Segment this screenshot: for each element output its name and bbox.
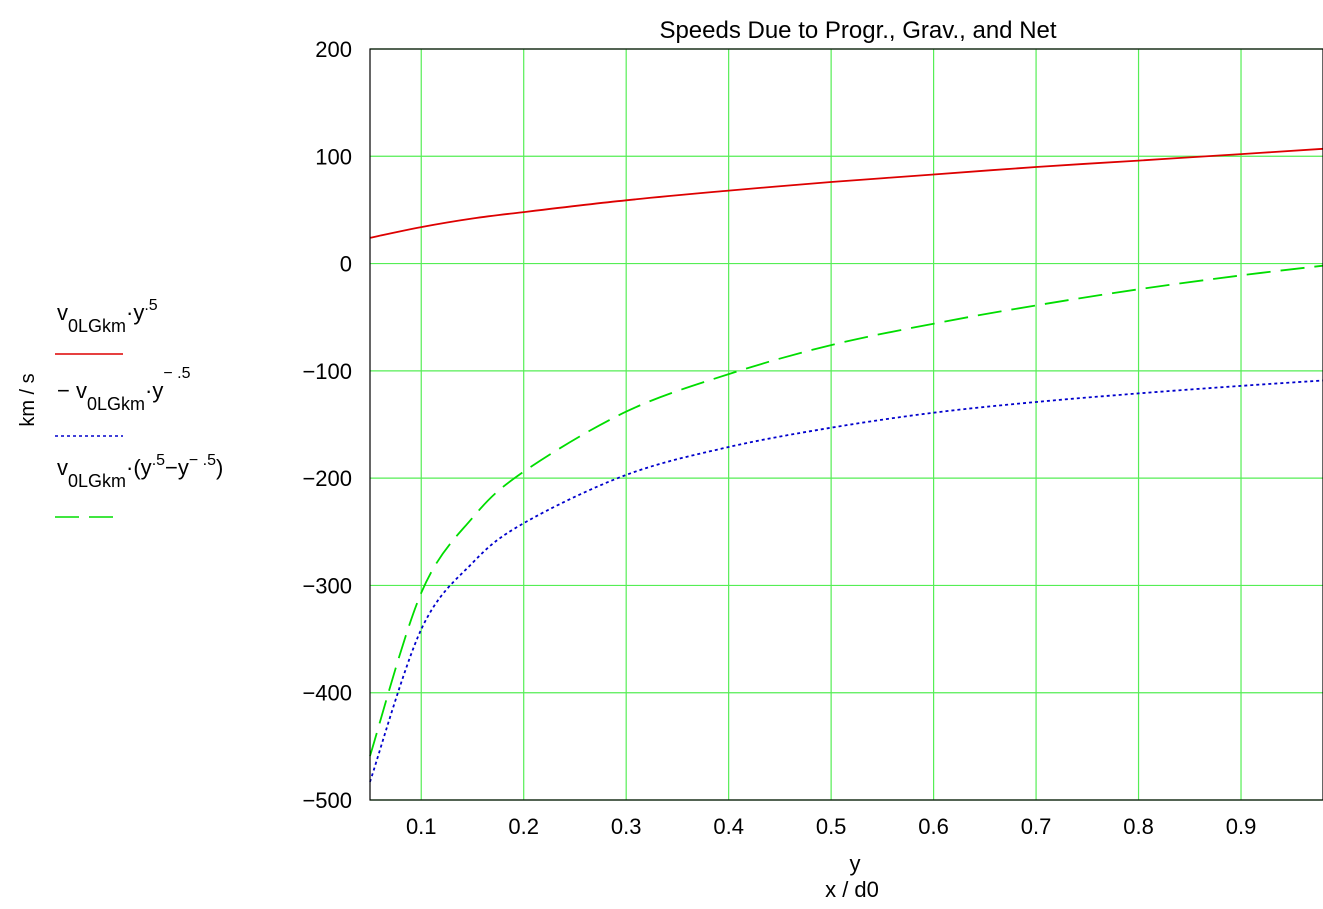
y-tick-labels: 200 100 0 −100 −200 −300 −400 −500 xyxy=(302,37,352,813)
plot-frame xyxy=(369,48,1323,801)
y-axis-label: km / s xyxy=(17,373,39,426)
x-tick-label: 0.5 xyxy=(816,814,847,839)
legend-label-net: v0LGkm·(y.5−y− .5) xyxy=(57,452,223,491)
legend-entry-net: v0LGkm·(y.5−y− .5) xyxy=(55,452,223,518)
x-tick-label: 0.2 xyxy=(508,814,539,839)
legend-entry-gravity: − v0LGkm·y− .5 xyxy=(55,365,191,437)
x-tick-label: 0.8 xyxy=(1123,814,1154,839)
legend-label-gravity: − v0LGkm·y− .5 xyxy=(57,365,191,414)
y-tick-label: 0 xyxy=(340,252,352,277)
x-axis-label-bottom: x / d0 xyxy=(825,877,879,902)
legend-entry-progression: v0LGkm·y.5 xyxy=(55,297,158,355)
x-axis-label-top: y xyxy=(850,851,861,876)
x-tick-labels: 0.1 0.2 0.3 0.4 0.5 0.6 0.7 0.8 0.9 xyxy=(406,814,1256,839)
series-line-2 xyxy=(369,264,1323,757)
y-tick-label: −500 xyxy=(302,788,352,813)
y-tick-label: −300 xyxy=(302,573,352,598)
y-tick-label: 100 xyxy=(315,144,352,169)
x-tick-label: 0.7 xyxy=(1021,814,1052,839)
x-tick-label: 0.6 xyxy=(918,814,949,839)
y-tick-label: −100 xyxy=(302,359,352,384)
legend: v0LGkm·y.5 − v0LGkm·y− .5 v0LGkm·(y.5−y−… xyxy=(55,297,223,518)
x-tick-label: 0.3 xyxy=(611,814,642,839)
y-tick-label: 200 xyxy=(315,37,352,62)
y-tick-label: −400 xyxy=(302,681,352,706)
curves xyxy=(369,147,1323,783)
chart-title: Speeds Due to Progr., Grav., and Net xyxy=(659,17,1056,44)
legend-label-progression: v0LGkm·y.5 xyxy=(57,297,158,336)
x-tick-label: 0.1 xyxy=(406,814,437,839)
x-tick-label: 0.9 xyxy=(1226,814,1257,839)
y-tick-label: −200 xyxy=(302,466,352,491)
x-tick-label: 0.4 xyxy=(713,814,744,839)
series-line-1 xyxy=(369,379,1323,783)
series-line-0 xyxy=(369,147,1323,239)
